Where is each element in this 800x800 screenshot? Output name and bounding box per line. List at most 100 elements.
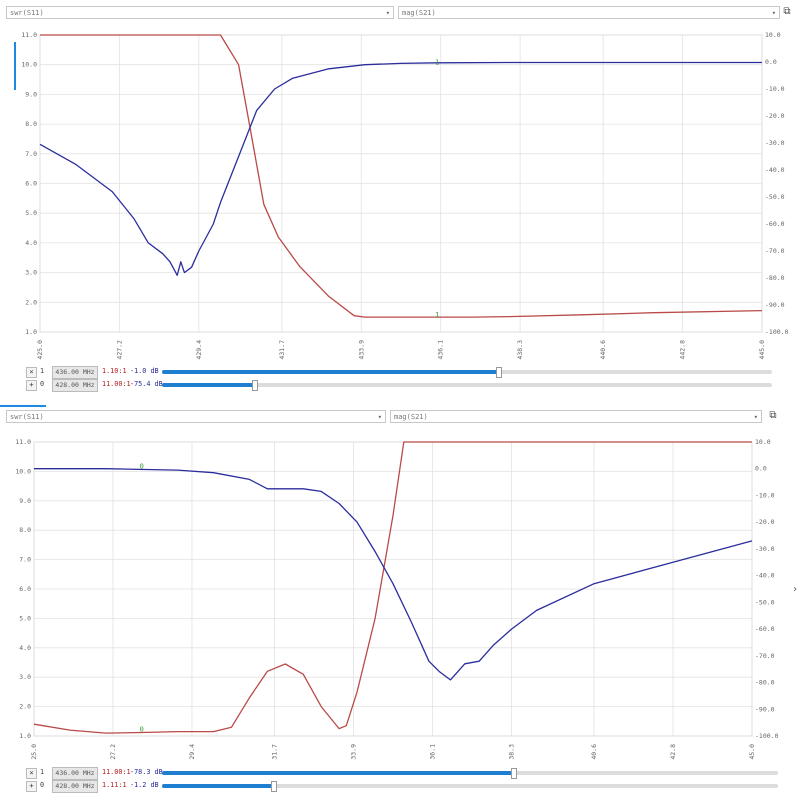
y-left-tick-label: 3.0 — [19, 673, 31, 681]
trace2-select[interactable]: mag(S21) ▾ — [398, 6, 780, 19]
y-right-tick-label: -40.0 — [765, 166, 785, 174]
y-right-tick-label: -70.0 — [765, 247, 785, 255]
x-tick-label: 427.2 — [109, 744, 117, 760]
x-tick-label: 440.6 — [590, 744, 598, 760]
marker-row: × 1 436.00 MHz 11.00:1 -78.3 dB — [22, 766, 790, 780]
y-left-tick-label: 1.0 — [19, 732, 31, 740]
trace1-select-value: swr(S11) — [10, 413, 44, 421]
y-left-tick-label: 4.0 — [25, 239, 37, 247]
s21-series-line — [39, 61, 762, 276]
x-tick-label: 436.1 — [428, 744, 436, 760]
x-tick-label: 442.8 — [669, 744, 677, 760]
external-window-icon[interactable]: ⧉ — [769, 410, 777, 421]
marker-slider-fill — [162, 383, 254, 387]
y-right-tick-label: -30.0 — [755, 545, 775, 553]
marker-table-bottom: × 1 436.00 MHz 11.00:1 -78.3 dB + 0 428.… — [22, 766, 790, 796]
marker-row: + 0 428.00 MHz 1.11:1 -1.2 dB — [22, 779, 790, 793]
marker-row: + 0 428.00 MHz 11.00:1 -75.4 dB — [22, 378, 790, 392]
y-left-tick-label: 2.0 — [25, 298, 37, 306]
x-tick-label: 425.0 — [36, 340, 44, 360]
x-tick-label: 442.8 — [679, 340, 687, 360]
marker-slider-thumb[interactable] — [251, 380, 258, 391]
x-tick-label: 431.7 — [271, 744, 279, 760]
x-tick-label: 429.4 — [188, 744, 196, 760]
marker-swr-value: 11.00:1 — [102, 380, 131, 388]
y-right-tick-label: 10.0 — [755, 438, 771, 446]
marker-swr-value: 11.00:1 — [102, 768, 131, 776]
marker-freq-field[interactable]: 436.00 MHz — [52, 366, 98, 379]
marker-slider[interactable] — [162, 367, 772, 378]
remove-marker-button[interactable]: × — [26, 768, 37, 779]
y-right-tick-label: -50.0 — [765, 193, 785, 201]
marker-index: 0 — [40, 781, 45, 789]
marker-row: × 1 436.00 MHz 1.10:1 -1.0 dB — [22, 365, 790, 379]
x-tick-label: 438.3 — [516, 340, 524, 360]
marker-slider-thumb[interactable] — [270, 781, 277, 792]
marker-freq-field[interactable]: 428.00 MHz — [52, 780, 98, 793]
y-left-tick-label: 11.0 — [21, 31, 37, 39]
y-right-tick-label: -100.0 — [755, 732, 779, 740]
y-right-tick-label: 0.0 — [755, 465, 767, 473]
marker-s21-value: -75.4 dB — [130, 380, 163, 388]
y-left-tick-label: 7.0 — [19, 556, 31, 564]
marker-freq-field[interactable]: 436.00 MHz — [52, 767, 98, 780]
trace1-select[interactable]: swr(S11) ▾ — [6, 6, 394, 19]
y-right-tick-label: -90.0 — [755, 705, 775, 713]
remove-marker-button[interactable]: × — [26, 367, 37, 378]
marker-s21-value: -78.3 dB — [130, 768, 163, 776]
marker-s21-value: -1.0 dB — [130, 367, 159, 375]
external-window-icon[interactable]: ⧉ — [783, 6, 791, 17]
chart-panel-top: swr(S11) ▾ mag(S21) ▾ ⧉ 425.0 427.2 429.4 4… — [6, 6, 791, 395]
trace1-select-value: swr(S11) — [10, 9, 44, 17]
y-right-tick-label: -20.0 — [765, 112, 785, 120]
add-marker-button[interactable]: + — [26, 781, 37, 792]
marker-slider[interactable] — [162, 781, 778, 792]
swr-series-line — [33, 441, 752, 734]
x-tick-label: 440.6 — [599, 340, 607, 360]
y-right-tick-label: -10.0 — [765, 85, 785, 93]
marker-slider-thumb[interactable] — [495, 367, 502, 378]
chevron-down-icon: ▾ — [753, 413, 758, 421]
y-left-tick-label: 9.0 — [25, 90, 37, 98]
trace1-select[interactable]: swr(S11) ▾ — [6, 410, 386, 423]
smith-plot-bottom: 425.0 427.2 429.4 431.7 433.9 436.1 438.3 440.6… — [15, 438, 779, 760]
y-left-tick-label: 10.0 — [15, 467, 31, 475]
y-right-tick-label: -40.0 — [755, 572, 775, 580]
trace2-select[interactable]: mag(S21) ▾ — [390, 410, 762, 423]
marker-s21-value: -1.2 dB — [130, 781, 159, 789]
marker-swr-value: 1.10:1 — [102, 367, 127, 375]
x-tick-label: 425.0 — [30, 744, 38, 760]
y-right-tick-label: -10.0 — [755, 491, 775, 499]
marker-freq-field[interactable]: 428.00 MHz — [52, 379, 98, 392]
y-left-tick-label: 7.0 — [25, 150, 37, 158]
chevron-right-icon[interactable]: › — [791, 584, 798, 595]
s21-series-line — [34, 468, 753, 681]
swr-series-line — [40, 34, 763, 318]
y-right-tick-label: -30.0 — [765, 139, 785, 147]
x-tick-label: 429.4 — [195, 340, 203, 360]
x-tick-label: 433.9 — [357, 340, 365, 360]
x-tick-label: 438.3 — [507, 744, 515, 760]
marker-label: 1 — [435, 59, 439, 67]
x-tick-label: 445.0 — [748, 744, 756, 760]
chevron-down-icon: ▾ — [385, 9, 390, 17]
x-tick-label: 436.1 — [437, 340, 445, 360]
marker-slider[interactable] — [162, 768, 778, 779]
marker-index: 0 — [40, 380, 45, 388]
marker-slider-thumb[interactable] — [511, 768, 518, 779]
y-right-tick-label: -80.0 — [755, 679, 775, 687]
marker-index: 1 — [40, 768, 45, 776]
panel-divider-accent — [0, 405, 46, 407]
marker-table-top: × 1 436.00 MHz 1.10:1 -1.0 dB + 0 428.00… — [22, 365, 790, 395]
y-right-tick-label: -70.0 — [755, 652, 775, 660]
y-right-tick-label: 10.0 — [765, 31, 781, 39]
y-left-tick-label: 8.0 — [25, 120, 37, 128]
marker-slider[interactable] — [162, 380, 772, 391]
y-left-tick-label: 4.0 — [19, 644, 31, 652]
marker-label: 0 — [140, 726, 144, 734]
y-left-tick-label: 2.0 — [19, 703, 31, 711]
add-marker-button[interactable]: + — [26, 380, 37, 391]
y-left-tick-label: 9.0 — [19, 497, 31, 505]
y-right-tick-label: -80.0 — [765, 274, 785, 282]
chevron-down-icon: ▾ — [771, 9, 776, 17]
